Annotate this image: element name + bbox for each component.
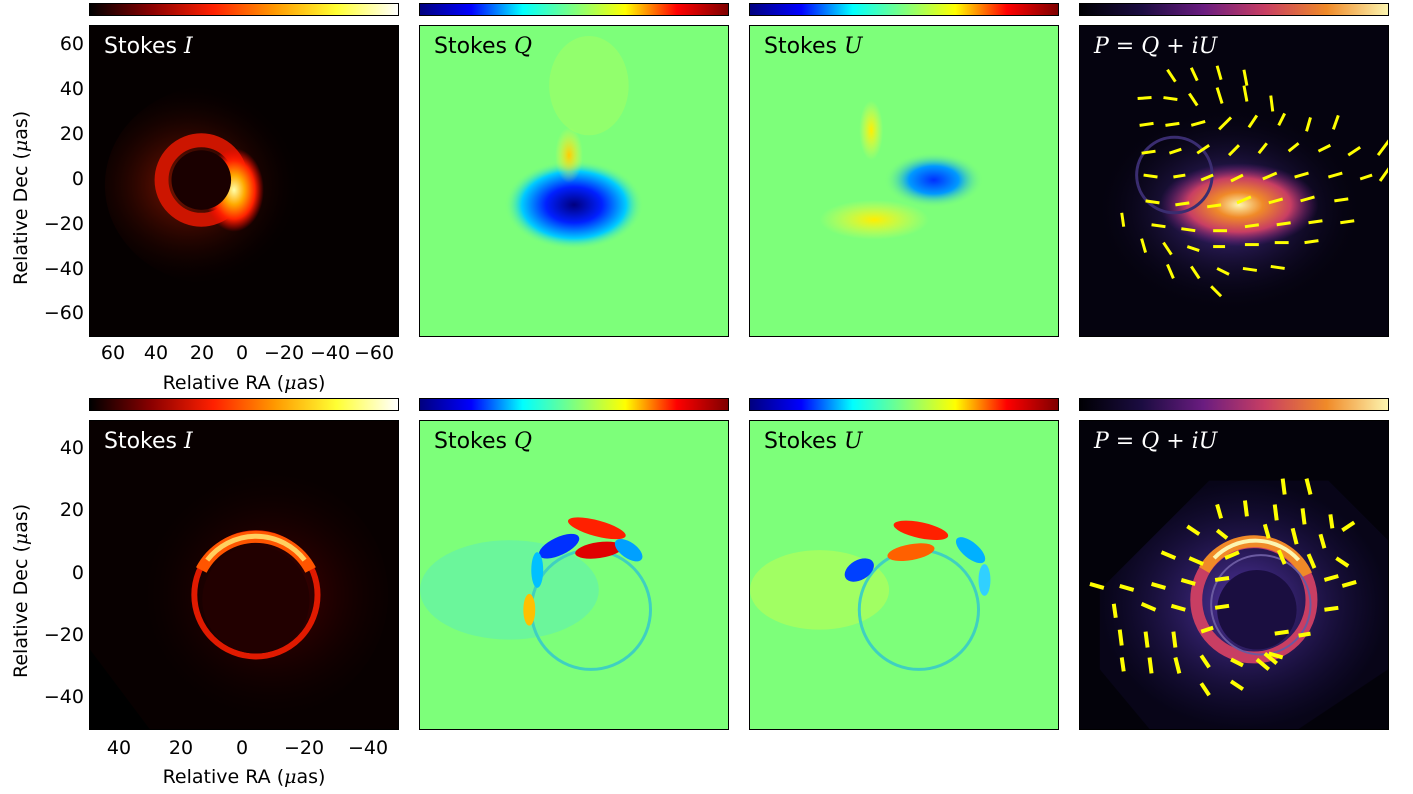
image-polarization-row1	[1099, 65, 1388, 310]
colorbar-stokes-i-row1	[89, 3, 399, 16]
colorbar-stokes-q-row2	[419, 398, 729, 411]
evpa-ticks	[1120, 65, 1388, 298]
image-stokes-i-row1	[104, 85, 324, 285]
y-tick: 40	[59, 78, 84, 100]
panel-stokes-u-row2: Stokes U	[749, 420, 1059, 730]
x-tick: 0	[235, 737, 249, 759]
x-tick: 20	[168, 737, 194, 759]
panel-stokes-i-row2: Stokes I	[89, 420, 399, 730]
colorbar-polarization-row1	[1079, 3, 1389, 16]
colorbar-stokes-i-row2	[89, 398, 399, 411]
evpa-ticks	[1089, 478, 1357, 697]
y-tick: −60	[43, 302, 84, 324]
y-tick: −20	[43, 624, 84, 646]
panel-title: Stokes Q	[434, 429, 533, 454]
x-tick: 60	[100, 342, 126, 364]
colorbar-stokes-q-row1	[419, 3, 729, 16]
image-stokes-i-row2	[90, 470, 389, 729]
x-axis-label-row2: Relative RA (μas)	[162, 766, 326, 788]
colorbar-stokes-u-row1	[749, 3, 1059, 16]
x-tick: −20	[283, 737, 325, 759]
panel-title: P = Q + iU	[1094, 34, 1218, 59]
y-tick: −20	[43, 213, 84, 235]
panel-stokes-q-row1: Stokes Q	[419, 25, 729, 337]
x-tick: 40	[143, 342, 169, 364]
panel-stokes-i-row1: Stokes I	[89, 25, 399, 337]
x-tick: −40	[309, 342, 351, 364]
colorbar-polarization-row2	[1079, 398, 1389, 411]
y-tick: 40	[59, 437, 84, 459]
x-axis-label-row1: Relative RA (μas)	[162, 372, 326, 394]
y-tick: −40	[43, 686, 84, 708]
image-stokes-u-row1	[819, 100, 984, 240]
y-tick: 60	[59, 33, 84, 55]
colorbar-stokes-u-row2	[749, 398, 1059, 411]
panel-title: Stokes I	[104, 429, 193, 454]
x-tick: −60	[353, 342, 395, 364]
x-tick: 20	[189, 342, 215, 364]
panel-title: Stokes Q	[434, 34, 533, 59]
panel-polarization-row2: P = Q + iU	[1079, 420, 1389, 730]
image-stokes-q-row1	[504, 35, 644, 250]
image-stokes-u-row2	[750, 520, 991, 671]
image-stokes-q-row2	[420, 517, 652, 671]
x-tick: 40	[106, 737, 132, 759]
x-tick: −20	[263, 342, 305, 364]
y-axis-label-row2: Relative Dec (μas)	[10, 503, 32, 678]
panel-title: P = Q + iU	[1094, 429, 1218, 454]
panel-title: Stokes I	[104, 34, 193, 59]
image-polarization-row2	[1089, 478, 1388, 729]
x-tick: −40	[347, 737, 389, 759]
y-tick: 0	[71, 168, 84, 190]
x-tick: 0	[235, 342, 249, 364]
y-tick: 0	[71, 562, 84, 584]
panel-title: Stokes U	[764, 429, 863, 454]
panel-polarization-row1: P = Q + iU	[1079, 25, 1389, 337]
y-tick: −40	[43, 258, 84, 280]
panel-stokes-q-row2: Stokes Q	[419, 420, 729, 730]
y-tick: 20	[59, 123, 84, 145]
panel-title: Stokes U	[764, 34, 863, 59]
panel-stokes-u-row1: Stokes U	[749, 25, 1059, 337]
y-tick: 20	[59, 499, 84, 521]
